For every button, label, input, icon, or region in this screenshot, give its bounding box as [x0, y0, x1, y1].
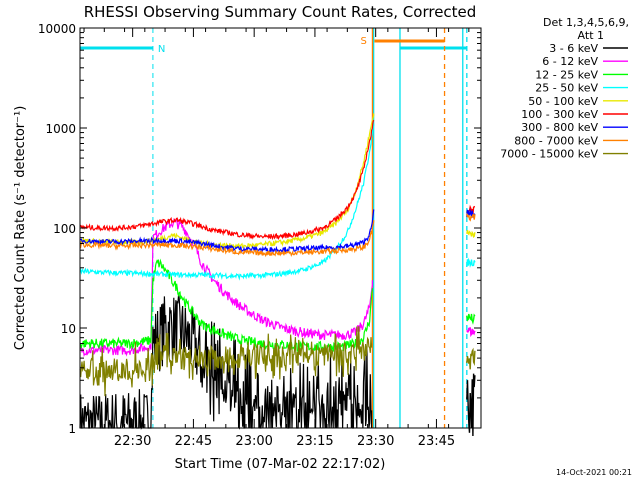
x-tick-label-5: 23:45 [418, 434, 455, 449]
legend-label-6: 300 - 800 keV [521, 121, 598, 134]
series-tail-4 [466, 229, 476, 238]
series-line-1 [79, 217, 373, 358]
x-tick-label-3: 23:15 [296, 434, 333, 449]
chart-title: RHESSI Observing Summary Count Rates, Co… [84, 3, 477, 21]
series-line-3 [79, 123, 375, 281]
series-tail-2 [466, 313, 476, 325]
y-axis-label: Corrected Count Rate (s⁻¹ detector⁻¹) [13, 106, 28, 351]
legend-header-line-1: Det 1,3,4,5,6,9, [543, 16, 629, 29]
axes: 1 10 100 1000 10000 22:30 22:45 23:00 23:15 23:30… [38, 22, 481, 449]
legend-label-3: 25 - 50 keV [535, 82, 598, 95]
x-tick-label-2: 23:00 [235, 434, 272, 449]
x-tick-label-4: 23:30 [357, 434, 394, 449]
series-line-7 [79, 220, 375, 258]
legend-label-0: 3 - 6 keV [549, 42, 598, 55]
series-line-4 [79, 113, 375, 250]
series-tail-1 [466, 327, 476, 338]
series-line-8 [79, 326, 373, 397]
y-tick-label-3: 1000 [45, 122, 76, 136]
series-tail-8 [466, 347, 476, 370]
series-line-2 [79, 258, 373, 353]
y-tick-label-2: 100 [53, 222, 76, 236]
y-tick-label-4: 10000 [38, 22, 76, 36]
legend-label-7: 800 - 7000 keV [514, 134, 598, 147]
series-tail-3 [466, 257, 476, 268]
saa-label: S [360, 36, 366, 47]
legend-label-5: 100 - 300 keV [521, 108, 598, 121]
series-tail-7 [466, 213, 476, 222]
y-tick-label-1: 10 [61, 322, 76, 336]
y-tick-label-0: 1 [68, 422, 76, 436]
series-line-5 [79, 119, 375, 241]
x-axis-label: Start Time (07-Mar-02 22:17:02) [175, 457, 386, 472]
legend-header-line-2: Att 1 [578, 29, 604, 42]
series-line-0 [79, 294, 373, 430]
legend-label-1: 6 - 12 keV [542, 55, 598, 68]
legend-label-8: 7000 - 15000 keV [500, 148, 598, 161]
legend-label-2: 12 - 25 keV [535, 68, 598, 81]
plot-area [79, 27, 482, 429]
timestamp: 14-Oct-2021 00:21 [556, 468, 632, 477]
legend-label-4: 50 - 100 keV [528, 95, 598, 108]
series-line-6 [79, 209, 375, 254]
series-tail-0 [466, 373, 476, 437]
x-tick-label-0: 22:30 [114, 434, 151, 449]
night-label: N [158, 44, 165, 55]
x-tick-label-1: 22:45 [175, 434, 212, 449]
